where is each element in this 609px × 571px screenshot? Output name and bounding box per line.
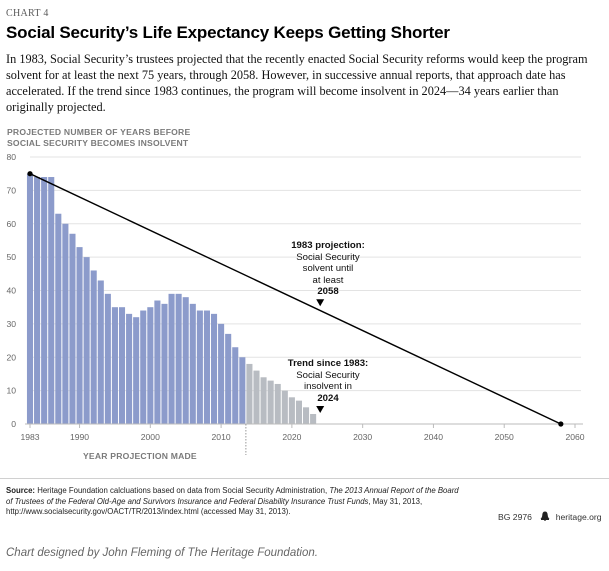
annotation-1983-title: 1983 projection: — [291, 240, 365, 251]
annotation-trend: Trend since 1983: Social Security insolv… — [273, 358, 383, 404]
x-tick-label: 2050 — [495, 432, 514, 442]
y-tick-label: 0 — [11, 419, 16, 429]
bar-actual — [76, 247, 83, 424]
y-tick-label: 30 — [6, 319, 16, 329]
x-tick-label: 1990 — [70, 432, 89, 442]
x-tick-label: 2000 — [141, 432, 160, 442]
annotation-1983-line1: Social Security — [296, 251, 360, 263]
x-tick-label: 2060 — [565, 432, 584, 442]
source-note: Source: Heritage Foundation calcluations… — [6, 486, 466, 518]
y-tick-label: 20 — [6, 352, 16, 362]
projection-line — [29, 173, 562, 425]
bar-actual — [225, 333, 232, 424]
bar-actual — [161, 303, 168, 424]
bar-actual — [182, 297, 189, 424]
bar-actual — [83, 257, 90, 424]
bar-actual — [239, 357, 246, 424]
projection-start-point — [27, 171, 33, 177]
bar-trend — [281, 390, 288, 424]
site-name: heritage.org — [555, 512, 602, 522]
y-tick-label: 80 — [6, 152, 16, 162]
chart-title: Social Security’s Life Expectancy Keeps … — [6, 23, 450, 42]
bar-actual — [232, 347, 239, 424]
bar-actual — [69, 233, 76, 424]
bar-actual — [154, 300, 161, 424]
x-tick-label: 2020 — [282, 432, 301, 442]
x-axis-title: YEAR PROJECTION MADE — [83, 451, 197, 461]
triangle-marker — [316, 405, 325, 413]
bar-actual — [118, 307, 126, 424]
bar-actual — [41, 177, 48, 424]
annotation-trend-title: Trend since 1983: — [287, 358, 369, 369]
annotation-trend-year: 2024 — [317, 392, 339, 404]
x-tick-label: 2010 — [212, 432, 231, 442]
bar-actual — [218, 323, 225, 424]
bar-trend — [246, 363, 253, 424]
bar-actual — [104, 293, 111, 424]
bar-actual — [147, 307, 154, 424]
chart-description: In 1983, Social Security’s trustees proj… — [6, 52, 588, 114]
x-tick-label: 2030 — [353, 432, 372, 442]
x-tick-label: 1983 — [20, 432, 39, 442]
y-tick-label: 10 — [6, 386, 16, 396]
liberty-bell-icon — [540, 511, 550, 522]
y-tick-label: 40 — [6, 286, 16, 296]
bar-actual — [55, 213, 62, 424]
x-tick-label: 2040 — [424, 432, 443, 442]
annotation-1983-line3: at least — [312, 274, 344, 286]
annotation-trend-line2: insolvent in — [304, 381, 352, 392]
bar-actual — [34, 177, 41, 424]
bar-actual — [210, 313, 218, 424]
bar-actual — [26, 173, 34, 424]
bar-actual — [111, 307, 118, 424]
bar-trend — [260, 377, 267, 424]
bar-trend — [295, 400, 302, 424]
bar-actual — [62, 223, 69, 424]
designer-credit: Chart designed by John Fleming of The He… — [6, 547, 318, 559]
bar-actual — [126, 313, 133, 424]
y-axis-title: PROJECTED NUMBER OF YEARS BEFORE SOCIAL … — [7, 127, 207, 149]
annotation-1983-line2: solvent until — [302, 263, 354, 274]
bar-actual — [97, 280, 104, 424]
bar-actual — [168, 293, 175, 424]
brand-block: BG 2976 heritage.org — [498, 511, 602, 522]
bar-trend — [253, 370, 260, 424]
bar-trend — [288, 397, 295, 424]
bar-trend — [267, 380, 274, 424]
bar-trend — [310, 413, 317, 424]
y-tick-label: 70 — [6, 185, 16, 195]
y-axis-title-text: PROJECTED NUMBER OF YEARS BEFORE SOCIAL … — [7, 127, 191, 148]
bar-actual — [203, 310, 210, 424]
bar-actual — [48, 177, 55, 424]
annotation-1983-projection: 1983 projection: Social Security solvent… — [273, 240, 383, 298]
source-report-title: The 2013 Annual Report of the Board of T… — [6, 486, 459, 506]
chart-number-label: CHART 4 — [6, 8, 49, 19]
source-text-2: , May 31, 2013, http://www.socialsecurit… — [6, 496, 423, 517]
bar-actual — [133, 317, 140, 424]
chart-card: CHART 4 Social Security’s Life Expectanc… — [0, 8, 609, 522]
report-id: BG 2976 — [498, 512, 532, 522]
bar-actual — [175, 293, 182, 424]
bar-trend — [274, 383, 281, 424]
annotation-trend-line1: Social Security — [296, 369, 360, 381]
y-tick-label: 50 — [6, 252, 16, 262]
projection-end-point — [558, 421, 564, 427]
footer-divider — [0, 478, 609, 479]
bar-actual — [140, 310, 147, 424]
bar-actual — [189, 303, 196, 424]
annotation-1983-year: 2058 — [317, 286, 339, 297]
bar-actual — [90, 270, 97, 424]
bar-trend — [303, 407, 310, 424]
source-text-1: Heritage Foundation calcluations based o… — [37, 486, 328, 495]
bar-actual — [196, 310, 203, 424]
source-label: Source: — [6, 486, 36, 495]
triangle-marker — [316, 299, 325, 307]
y-tick-label: 60 — [6, 219, 16, 229]
